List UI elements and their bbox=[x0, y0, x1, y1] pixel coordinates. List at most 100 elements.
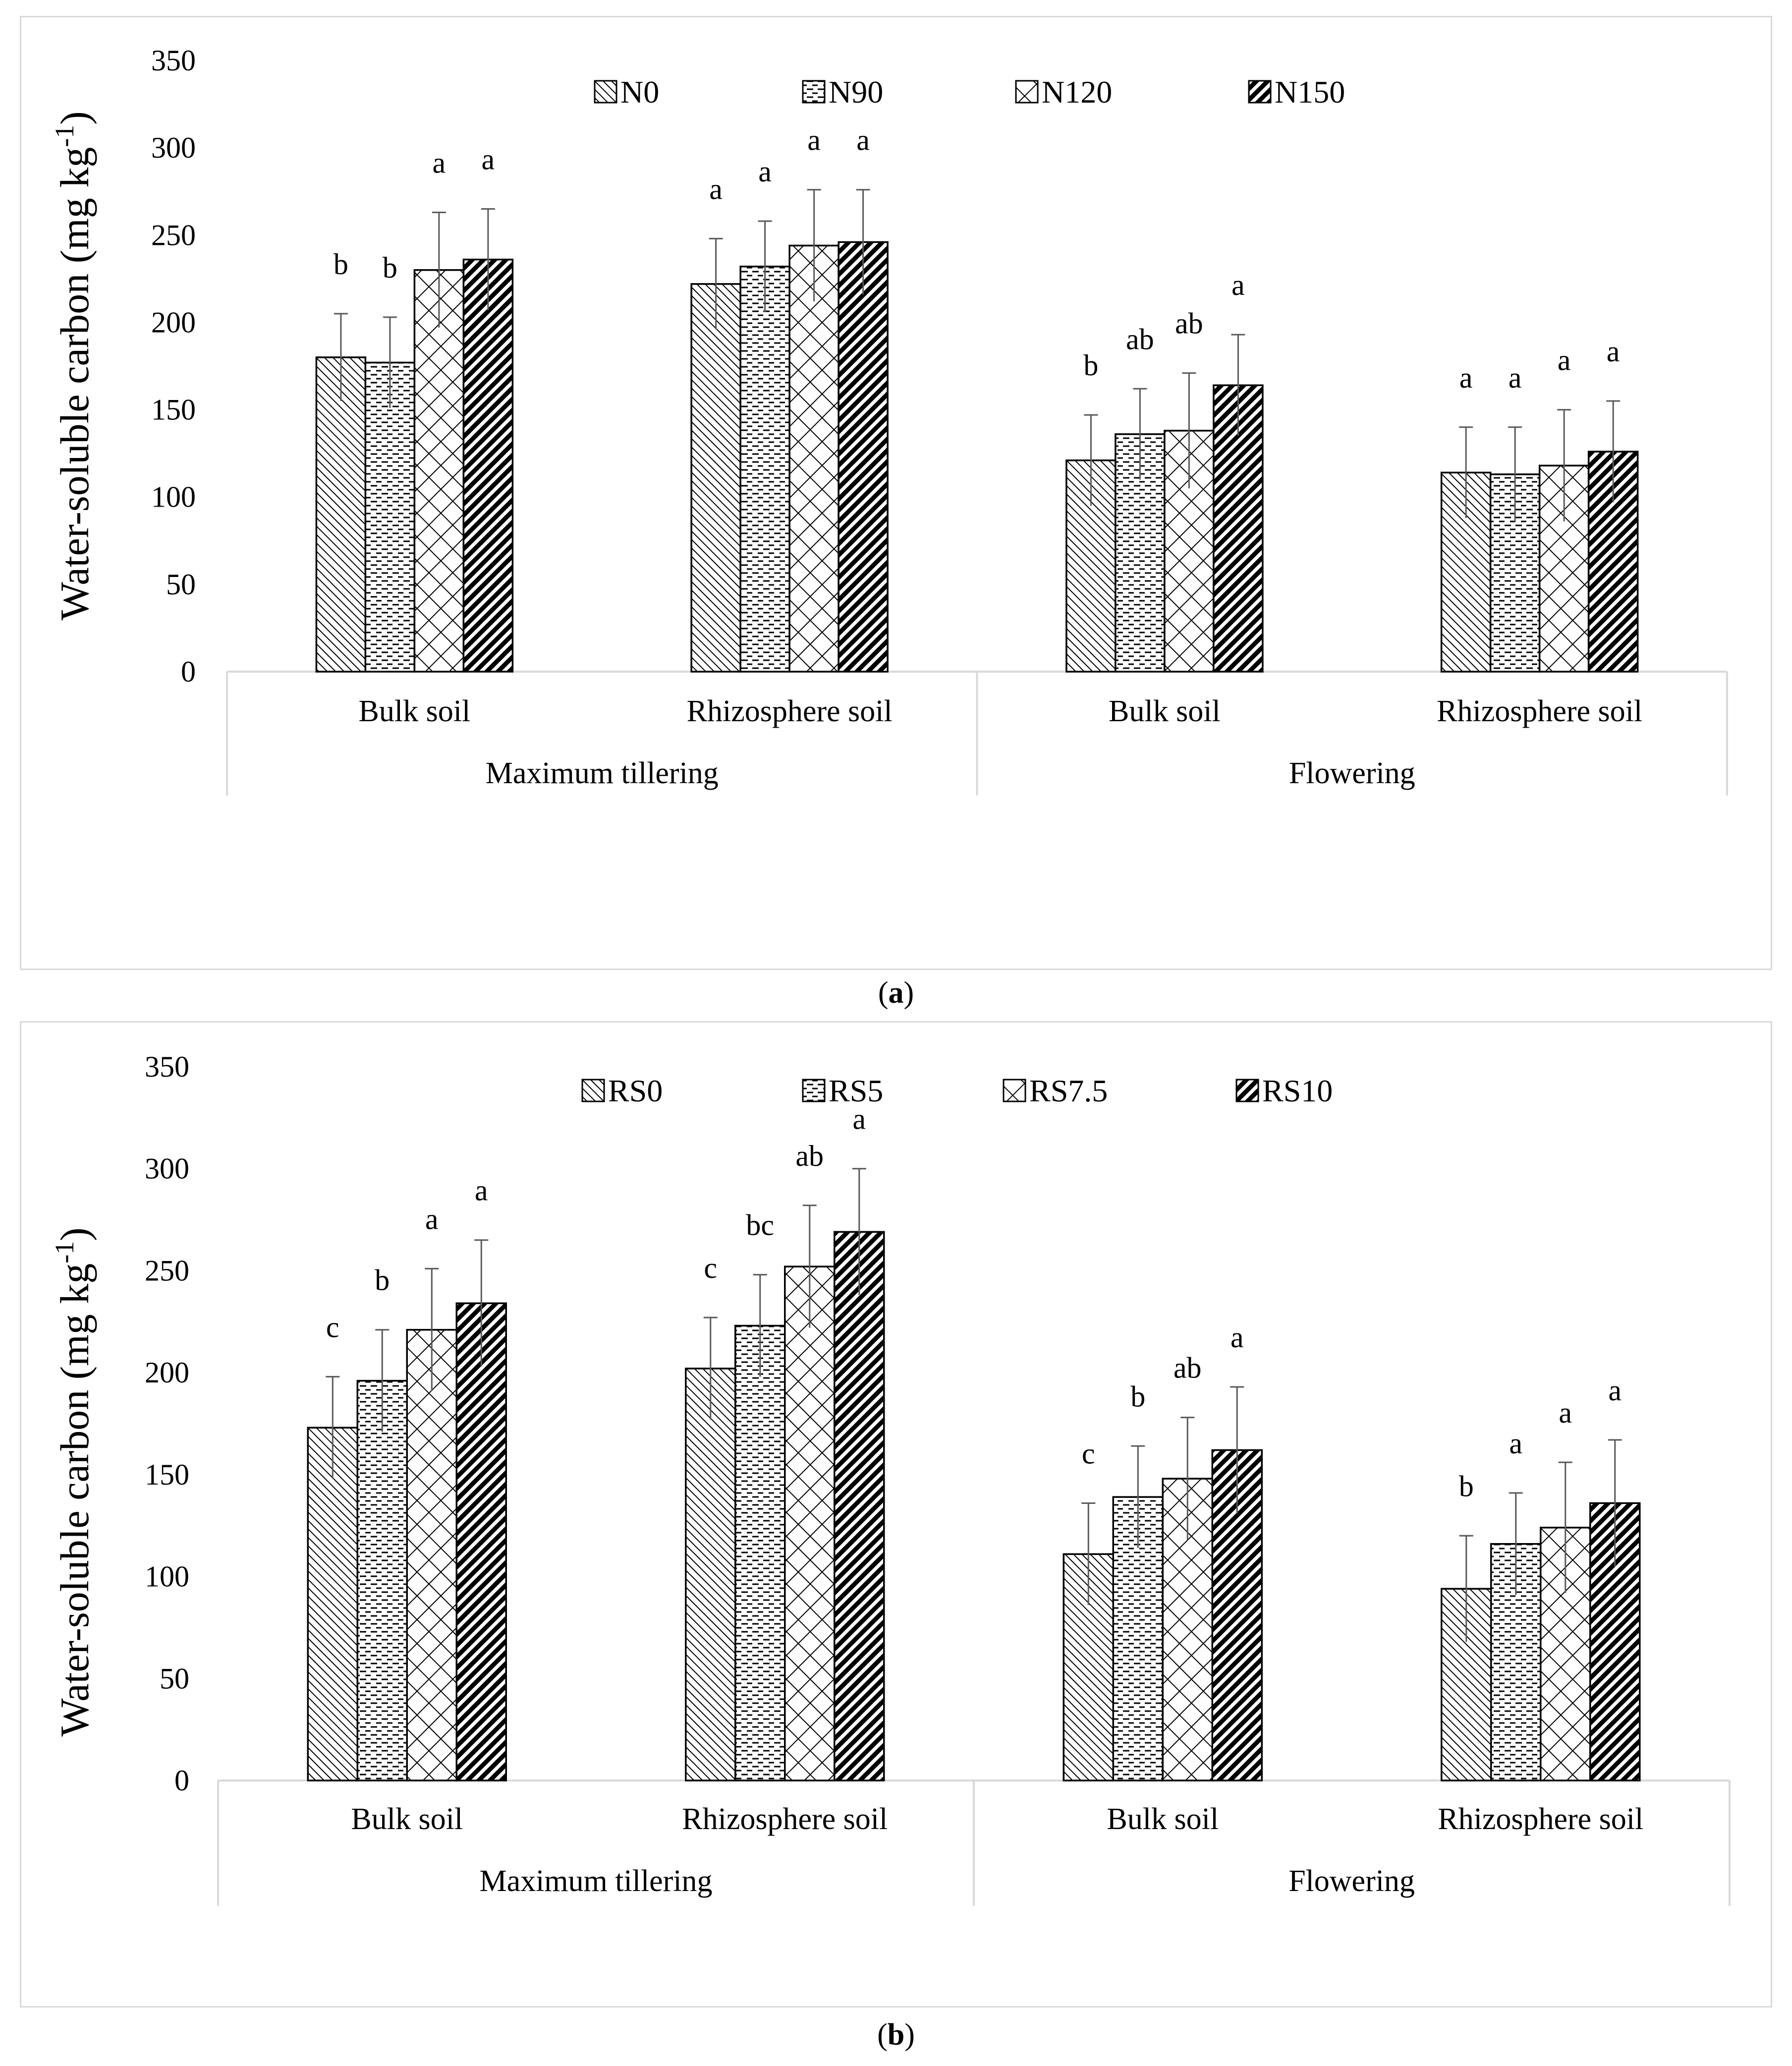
y-tick-label: 150 bbox=[151, 394, 196, 426]
legend-label: N90 bbox=[829, 74, 883, 110]
significance-letter: a bbox=[482, 143, 495, 175]
chart-panel-a: 0 50 100 150 200 250 300 350 Water-soluble carbo… bbox=[50, 44, 1728, 796]
y-tick-label: 300 bbox=[151, 131, 196, 164]
y-tick-label: 150 bbox=[145, 1458, 189, 1491]
significance-letter: ab bbox=[1174, 1352, 1202, 1384]
category-label: Bulk soil bbox=[1109, 694, 1221, 728]
category-label: Rhizosphere soil bbox=[687, 694, 893, 728]
y-tick-label: 0 bbox=[174, 1764, 189, 1797]
legend-label: RS10 bbox=[1262, 1073, 1333, 1108]
group-label: Maximum tillering bbox=[486, 756, 719, 790]
bar-n0 bbox=[315, 356, 367, 673]
legend-swatch-n90 bbox=[802, 80, 826, 104]
y-tick-label: 100 bbox=[145, 1560, 189, 1593]
category-label: Rhizosphere soil bbox=[1437, 694, 1642, 728]
legend-label: N120 bbox=[1042, 74, 1112, 110]
legend-label: N150 bbox=[1275, 74, 1345, 110]
category-label: Bulk soil bbox=[359, 694, 471, 728]
group-label: Flowering bbox=[1288, 1864, 1415, 1898]
significance-letter: c bbox=[1082, 1437, 1095, 1470]
bar-rs5 bbox=[734, 1324, 786, 1781]
significance-letter: a bbox=[852, 1103, 866, 1136]
bar-rs5 bbox=[356, 1379, 408, 1781]
group-label: Flowering bbox=[1289, 756, 1415, 790]
y-tick-label: 200 bbox=[145, 1356, 189, 1389]
significance-letter: a bbox=[1509, 361, 1522, 394]
significance-letter: ab bbox=[795, 1140, 824, 1172]
category-label: Bulk soil bbox=[351, 1802, 463, 1836]
bar-rs7.5 bbox=[784, 1265, 836, 1781]
significance-letter: bc bbox=[746, 1209, 774, 1242]
category-label: Bulk soil bbox=[1107, 1802, 1219, 1836]
y-axis-title: Water-soluble carbon (mg kg-1) bbox=[50, 1227, 97, 1736]
significance-letter: b bbox=[383, 251, 397, 284]
bar-rs5 bbox=[1490, 1543, 1542, 1781]
bar-n150 bbox=[462, 258, 514, 673]
significance-letter: a bbox=[1607, 335, 1620, 368]
significance-letter: a bbox=[709, 172, 723, 205]
category-label: Rhizosphere soil bbox=[682, 1802, 888, 1836]
significance-letter: b bbox=[334, 248, 348, 281]
legend-label: RS5 bbox=[829, 1073, 883, 1108]
y-tick-label: 250 bbox=[145, 1254, 189, 1287]
legend-swatch-rs5 bbox=[802, 1079, 826, 1102]
legend-swatch-rs0 bbox=[581, 1079, 605, 1102]
legend-label: RS0 bbox=[608, 1073, 663, 1108]
y-tick-label: 300 bbox=[145, 1152, 189, 1185]
significance-letter: a bbox=[1558, 344, 1571, 377]
y-tick-label: 350 bbox=[145, 1050, 189, 1083]
significance-letter: a bbox=[1608, 1374, 1622, 1407]
y-tick-label: 50 bbox=[166, 568, 196, 601]
y-tick-label: 50 bbox=[160, 1662, 189, 1695]
bar-n150 bbox=[1213, 384, 1264, 673]
legend-label: RS7.5 bbox=[1029, 1073, 1108, 1108]
significance-letter: ab bbox=[1126, 323, 1154, 355]
significance-letter: b bbox=[375, 1264, 390, 1297]
caption-a: (a) bbox=[878, 976, 914, 1010]
significance-letter: a bbox=[1509, 1427, 1522, 1460]
bar-n120 bbox=[413, 269, 465, 673]
significance-letter: a bbox=[758, 155, 772, 188]
significance-letter: a bbox=[433, 146, 446, 179]
significance-letter: c bbox=[326, 1311, 339, 1343]
bar-n0 bbox=[690, 283, 741, 673]
chart-panel-b: 0 50 100 150 200 250 300 350 Water-soluble carbo… bbox=[50, 1050, 1731, 1906]
legend-swatch-n150 bbox=[1248, 80, 1272, 104]
significance-letter: a bbox=[856, 124, 870, 157]
bar-rs10 bbox=[455, 1302, 507, 1781]
significance-letter: ab bbox=[1175, 307, 1203, 340]
significance-letter: c bbox=[704, 1252, 717, 1284]
y-tick-label: 0 bbox=[181, 655, 196, 688]
chart-panel-a-frame bbox=[20, 16, 1772, 970]
bar-n90 bbox=[364, 361, 416, 673]
significance-letter: b bbox=[1083, 349, 1098, 382]
y-tick-label: 100 bbox=[151, 481, 196, 514]
significance-letter: a bbox=[1459, 361, 1473, 394]
legend-swatch-rs7.5 bbox=[1003, 1079, 1026, 1102]
bar-n90 bbox=[739, 265, 790, 673]
bar-rs10 bbox=[1589, 1502, 1641, 1781]
legend-swatch-rs10 bbox=[1235, 1079, 1259, 1102]
caption-b: (b) bbox=[877, 2018, 915, 2052]
bar-rs7.5 bbox=[406, 1328, 457, 1781]
significance-letter: b bbox=[1459, 1470, 1474, 1502]
y-tick-label: 350 bbox=[151, 44, 196, 77]
legend-swatch-n0 bbox=[594, 80, 617, 104]
significance-letter: a bbox=[475, 1174, 488, 1207]
group-label: Maximum tillering bbox=[479, 1864, 712, 1898]
y-axis-title: Water-soluble carbon (mg kg-1) bbox=[50, 111, 97, 620]
bar-rs0 bbox=[307, 1427, 358, 1781]
chart-panel-b-frame bbox=[20, 1021, 1772, 2008]
bar-n120 bbox=[788, 244, 840, 673]
y-tick-label: 250 bbox=[151, 219, 196, 251]
legend-label: N0 bbox=[620, 74, 659, 110]
significance-letter: b bbox=[1130, 1380, 1145, 1413]
significance-letter: a bbox=[425, 1203, 439, 1235]
bar-rs0 bbox=[685, 1368, 736, 1781]
significance-letter: a bbox=[807, 124, 821, 157]
bar-n90 bbox=[1115, 433, 1166, 673]
legend-swatch-n120 bbox=[1015, 80, 1039, 104]
y-tick-label: 200 bbox=[151, 306, 196, 339]
significance-letter: a bbox=[1559, 1396, 1572, 1429]
bar-rs10 bbox=[834, 1231, 885, 1781]
